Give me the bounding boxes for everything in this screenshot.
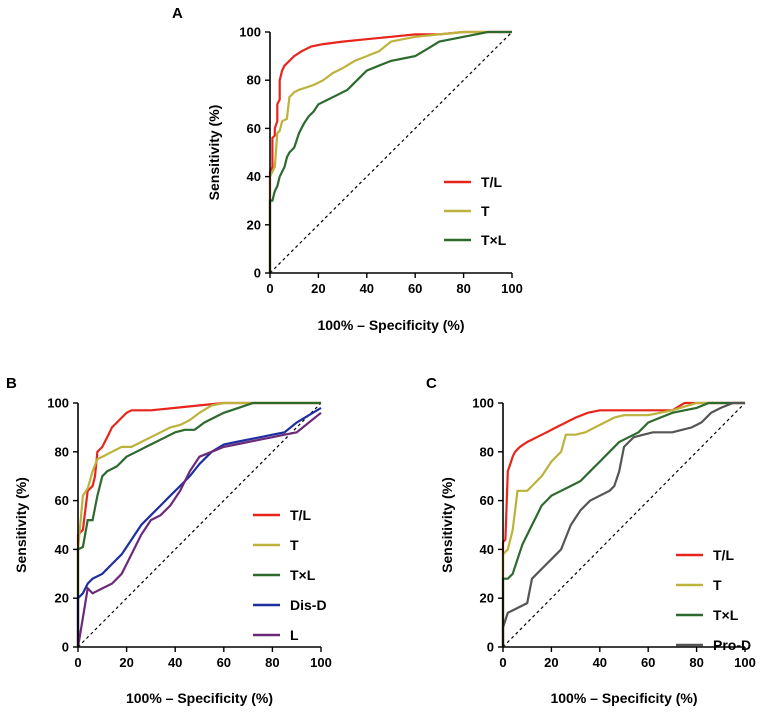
x-tick-label: 40 [360, 281, 374, 296]
y-tick-label: 0 [487, 640, 494, 655]
y-tick-label: 80 [55, 444, 69, 459]
x-tick-label: 20 [544, 655, 558, 670]
y-tick-label: 20 [480, 591, 494, 606]
panel-letter-A: A [172, 5, 183, 22]
series-line-T×L [501, 401, 745, 647]
legend-label-T: T [290, 537, 299, 553]
panel-A: A 0 20 40 60 80 100 0 20 40 60 80 100 100% – Specific… [172, 5, 523, 333]
x-tick-label: 20 [311, 281, 325, 296]
y-tick-label: 0 [62, 640, 69, 655]
panel-letter-B: B [6, 375, 17, 392]
series-line-T [501, 401, 745, 647]
series-line-T [268, 30, 512, 273]
x-tick-label: 40 [593, 655, 607, 670]
y-tick-label: 100 [472, 396, 494, 411]
x-axis-label: 100% – Specificity (%) [126, 690, 273, 706]
x-tick-label: 60 [217, 655, 231, 670]
series-line-L [76, 411, 322, 648]
legend-label-T/L: T/L [713, 547, 734, 563]
x-tick-label: 100 [734, 655, 756, 670]
series-line-T/L [268, 30, 512, 273]
y-tick-label: 40 [55, 542, 69, 557]
legend-label-Dis-D: Dis-D [290, 597, 327, 613]
panel-B: B 0 20 40 60 80 100 0 20 40 60 80 100 100% – Specific… [6, 375, 332, 706]
legend-label-T: T [713, 577, 722, 593]
x-tick-label: 40 [168, 655, 182, 670]
x-tick-label: 0 [266, 281, 273, 296]
series-line-Pro-D [501, 401, 745, 647]
x-tick-label: 60 [408, 281, 422, 296]
y-tick-label: 20 [55, 591, 69, 606]
x-tick-label: 0 [74, 655, 81, 670]
legend: T/L T T×L [444, 174, 507, 248]
y-tick-label: 40 [247, 169, 261, 184]
series-line-T×L [76, 401, 321, 647]
x-axis-label: 100% – Specificity (%) [317, 317, 464, 333]
y-tick-label: 0 [254, 266, 261, 281]
y-tick-label: 40 [480, 542, 494, 557]
legend: T/L T T×L Pro-D [676, 547, 751, 653]
legend: T/L T T×L Dis-D L [253, 507, 327, 643]
legend-label-L: L [290, 627, 299, 643]
x-tick-label: 80 [265, 655, 279, 670]
y-axis-label: Sensitivity (%) [13, 477, 29, 573]
y-tick-label: 100 [47, 396, 69, 411]
series-line-T×L [268, 30, 512, 273]
y-tick-label: 80 [247, 73, 261, 88]
legend-label-T/L: T/L [290, 507, 311, 523]
legend-label-T×L: T×L [713, 607, 739, 623]
y-tick-label: 60 [55, 493, 69, 508]
legend-label-T×L: T×L [290, 567, 316, 583]
panel-C: C 0 20 40 60 80 100 0 20 40 60 80 100 100% – Specific… [426, 375, 756, 706]
y-tick-label: 80 [480, 444, 494, 459]
x-tick-label: 80 [456, 281, 470, 296]
legend-label-T×L: T×L [481, 232, 507, 248]
y-tick-label: 100 [239, 25, 261, 40]
x-tick-label: 20 [119, 655, 133, 670]
x-tick-label: 60 [641, 655, 655, 670]
x-tick-label: 0 [499, 655, 506, 670]
series-line-T/L [76, 401, 321, 647]
legend-label-Pro-D: Pro-D [713, 637, 751, 653]
series-line-T [76, 401, 321, 647]
reference-diagonal-line [269, 31, 513, 274]
panel-letter-C: C [426, 375, 437, 392]
y-tick-label: 60 [247, 121, 261, 136]
series-line-T/L [501, 401, 745, 647]
y-axis-label: Sensitivity (%) [439, 477, 455, 573]
x-tick-label: 100 [310, 655, 332, 670]
x-axis-label: 100% – Specificity (%) [550, 690, 697, 706]
y-tick-label: 20 [247, 217, 261, 232]
y-tick-label: 60 [480, 493, 494, 508]
x-tick-label: 80 [689, 655, 703, 670]
legend-label-T: T [481, 203, 490, 219]
y-axis-label: Sensitivity (%) [206, 105, 222, 201]
series-line-Dis-D [76, 406, 322, 647]
reference-diagonal-line [77, 402, 322, 648]
legend-label-T/L: T/L [481, 174, 502, 190]
x-tick-label: 100 [501, 281, 523, 296]
